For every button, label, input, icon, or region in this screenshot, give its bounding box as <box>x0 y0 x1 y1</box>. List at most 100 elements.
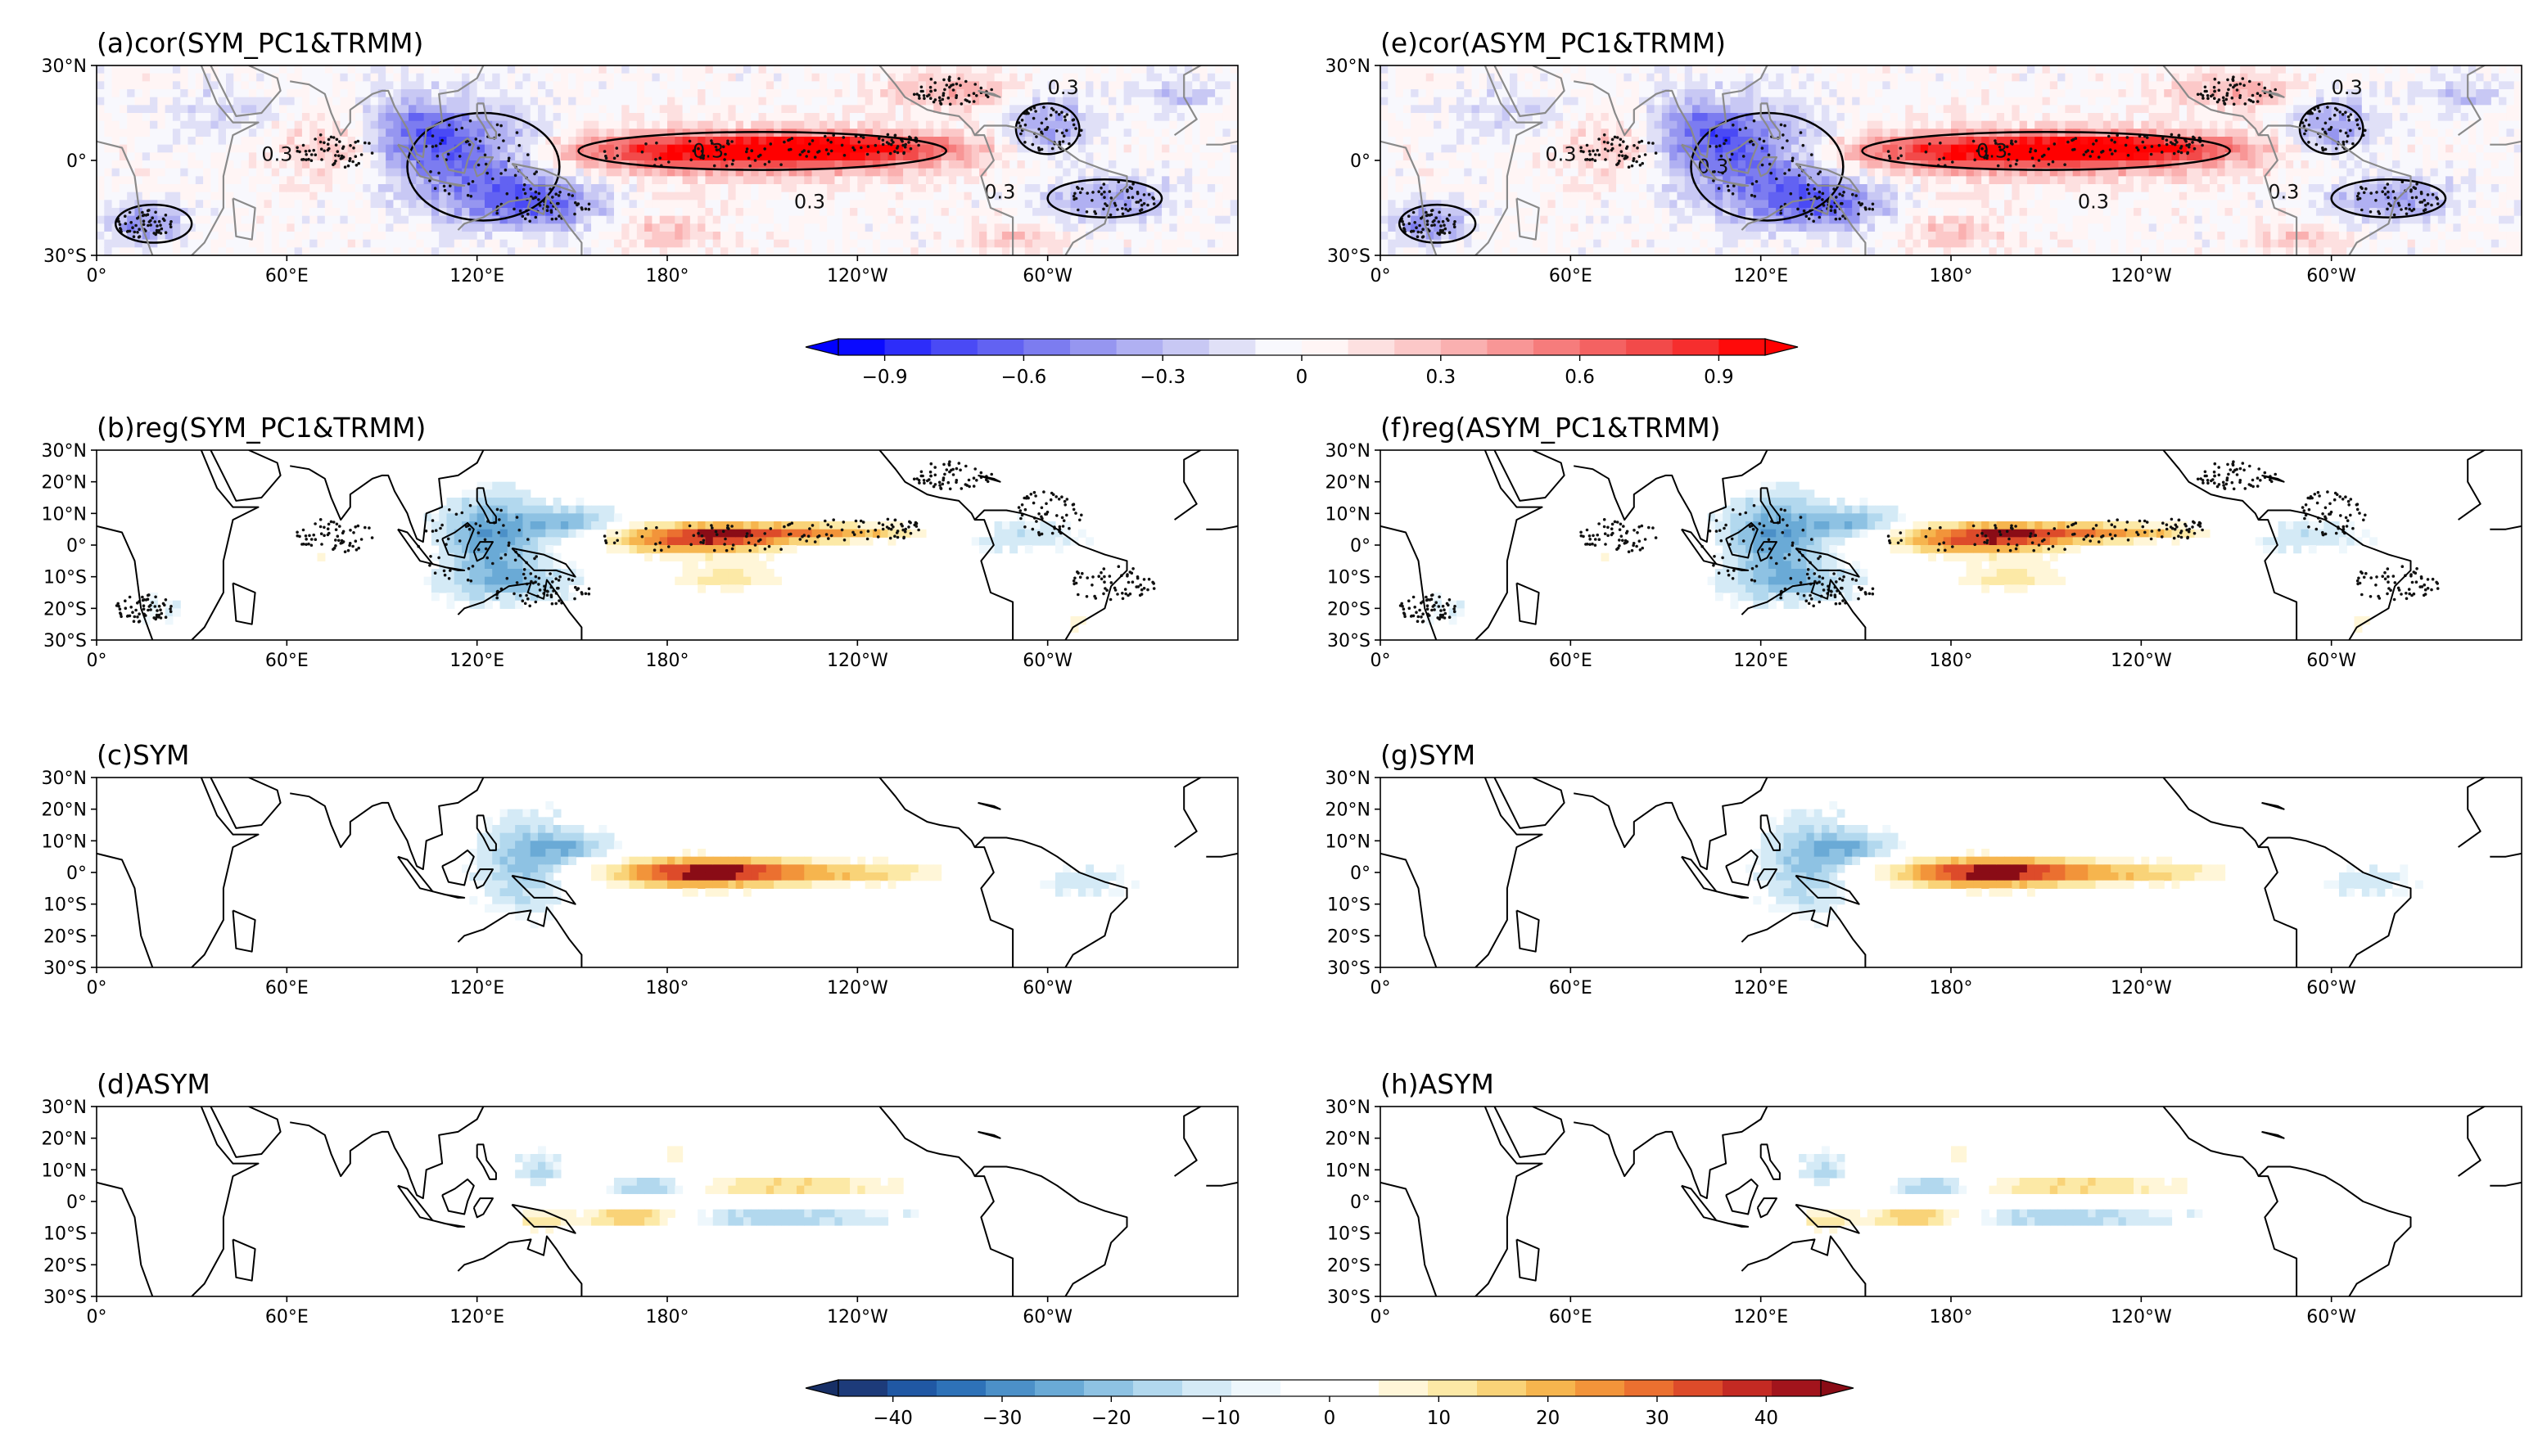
y-tick-label: 20°S <box>43 599 87 620</box>
y-tick-label: 10°N <box>42 1161 87 1181</box>
y-tick-label: 10°N <box>1325 504 1371 525</box>
coastlines <box>1380 1107 2522 1296</box>
map-body <box>97 450 1238 640</box>
panel-b: (b)reg(SYM_PC1&TRMM) 0° 60°E 120°E 180° 120°W… <box>42 412 1239 671</box>
y-tick-label: 0° <box>1350 1192 1371 1213</box>
y-tick-label: 10°S <box>1327 568 1371 588</box>
x-tick-label: 120°W <box>827 1307 888 1328</box>
panel-g: (g)SYM 0° 60°E 120°E 180° 120°W 60°W 30°N 20°N 10… <box>1325 739 2522 998</box>
x-axis: 0° 60°E 120°E 180° 120°W 60°W <box>1371 967 2356 998</box>
colorbar-swatch <box>1280 1380 1330 1396</box>
field-cells <box>142 481 1095 633</box>
colorbar-tick-label: 0 <box>1296 367 1308 388</box>
x-tick-label: 60°E <box>1549 1307 1592 1328</box>
x-tick-label: 0° <box>87 1307 107 1328</box>
y-axis: 30°N 20°N 10°N 0° 10°S 20°S 30°S <box>1325 1098 1380 1308</box>
x-tick-label: 180° <box>1930 266 1973 286</box>
y-tick-label: 30°S <box>43 246 87 267</box>
map-background <box>97 1107 1238 1296</box>
contour-label: 0.3 <box>2332 76 2363 99</box>
y-tick-label: 30°N <box>1325 1098 1371 1118</box>
contour-label: 0.3 <box>2268 181 2299 204</box>
significance-stippling <box>1398 460 2440 624</box>
colorbar-swatch <box>1772 1380 1822 1396</box>
y-tick-label: 30°N <box>1325 56 1371 77</box>
colorbar-swatch <box>1182 1380 1232 1396</box>
panel-title: (h)ASYM <box>1380 1068 1494 1100</box>
colorbar-swatch <box>1116 339 1163 355</box>
panel-title: (e)cor(ASYM_PC1&TRMM) <box>1380 27 1726 59</box>
colorbar-swatch <box>838 1380 888 1396</box>
x-tick-label: 60°E <box>265 1307 309 1328</box>
x-tick-label: 60°W <box>1023 651 1073 671</box>
y-tick-label: 10°S <box>43 1224 87 1245</box>
y-axis: 30°N 0° 30°S <box>1325 56 1380 267</box>
colorbar-tick-label: −0.6 <box>1000 367 1046 388</box>
colorbar-swatch <box>1348 339 1395 355</box>
colorbar-swatch <box>1330 1380 1380 1396</box>
coastlines <box>1380 450 2522 640</box>
x-tick-label: 180° <box>646 266 689 286</box>
x-tick-label: 60°W <box>2306 978 2356 998</box>
colorbar-swatch <box>1579 339 1627 355</box>
contour-label: 0.3 <box>1976 139 2007 162</box>
x-tick-label: 120°W <box>2111 1307 2172 1328</box>
coastlines <box>97 65 1238 255</box>
map-body <box>1380 450 2522 640</box>
colorbar-swatch <box>1723 1380 1773 1396</box>
colorbar-tick-label: 10 <box>1427 1408 1451 1429</box>
colorbar-cor: −0.9 −0.6 −0.3 0 0.3 0.6 0.9 <box>805 338 1799 388</box>
significance-stippling <box>115 75 1156 239</box>
colorbar-swatch <box>1487 339 1534 355</box>
colorbar-swatch <box>977 339 1024 355</box>
y-tick-label: 10°S <box>43 568 87 588</box>
colorbar-swatch <box>1231 1380 1281 1396</box>
colorbar-swatch <box>1035 1380 1085 1396</box>
y-tick-label: 0° <box>66 536 87 557</box>
colorbar-swatch <box>937 1380 987 1396</box>
colorbar-swatch <box>1023 339 1071 355</box>
colorbar-swatch <box>887 1380 937 1396</box>
y-tick-label: 20°N <box>42 1129 87 1150</box>
contour-lines <box>114 102 1163 244</box>
panel-title: (d)ASYM <box>97 1068 210 1100</box>
y-tick-label: 30°S <box>43 631 87 651</box>
panel-title: (g)SYM <box>1380 739 1475 771</box>
x-axis: 0° 60°E 120°E 180° 120°W 60°W <box>87 1296 1073 1328</box>
x-tick-label: 60°W <box>1023 978 1073 998</box>
x-tick-label: 60°E <box>265 978 309 998</box>
y-tick-label: 30°S <box>43 1287 87 1308</box>
colorbar-swatch <box>1575 1380 1625 1396</box>
x-tick-label: 180° <box>1930 651 1973 671</box>
colorbar-tick-label: −30 <box>982 1408 1023 1429</box>
x-tick-label: 120°W <box>827 651 888 671</box>
y-tick-label: 30°S <box>43 958 87 979</box>
x-tick-label: 60°E <box>1549 651 1592 671</box>
y-tick-label: 30°N <box>42 56 87 77</box>
x-axis: 0° 60°E 120°E 180° 120°W 60°W <box>87 255 1073 286</box>
x-tick-label: 120°E <box>1733 1307 1788 1328</box>
x-tick-label: 120°W <box>827 978 888 998</box>
colorbar-tick-label: 40 <box>1754 1408 1778 1429</box>
colorbar-tick-label: 0.9 <box>1704 367 1734 388</box>
y-tick-label: 10°N <box>1325 832 1371 852</box>
y-tick-label: 0° <box>66 863 87 884</box>
colorbar-swatch <box>1394 339 1442 355</box>
panel-title: (f)reg(ASYM_PC1&TRMM) <box>1380 412 1721 444</box>
contour-label: 0.3 <box>984 181 1015 204</box>
y-tick-label: 30°N <box>42 441 87 462</box>
colorbar-swatch <box>1133 1380 1183 1396</box>
x-tick-label: 120°E <box>1733 651 1788 671</box>
colorbar-tick-label: 0.6 <box>1565 367 1595 388</box>
y-tick-label: 20°S <box>1327 926 1371 947</box>
x-tick-label: 60°W <box>2306 266 2356 286</box>
y-tick-label: 20°N <box>1325 473 1371 494</box>
x-tick-label: 60°E <box>1549 266 1592 286</box>
x-tick-label: 0° <box>87 266 107 286</box>
map-body <box>1380 778 2522 967</box>
x-tick-label: 120°E <box>1733 978 1788 998</box>
y-tick-label: 0° <box>1350 536 1371 557</box>
panel-c: (c)SYM 0° 60°E 120°E 180° 120°W 60°W 30°N 20°N 10… <box>42 739 1239 998</box>
map-body <box>97 1107 1238 1296</box>
colorbars: −0.9 −0.6 −0.3 0 0.3 0.6 0.9 −40 −30 −20 −10 0 10 20 3… <box>805 338 1854 1429</box>
